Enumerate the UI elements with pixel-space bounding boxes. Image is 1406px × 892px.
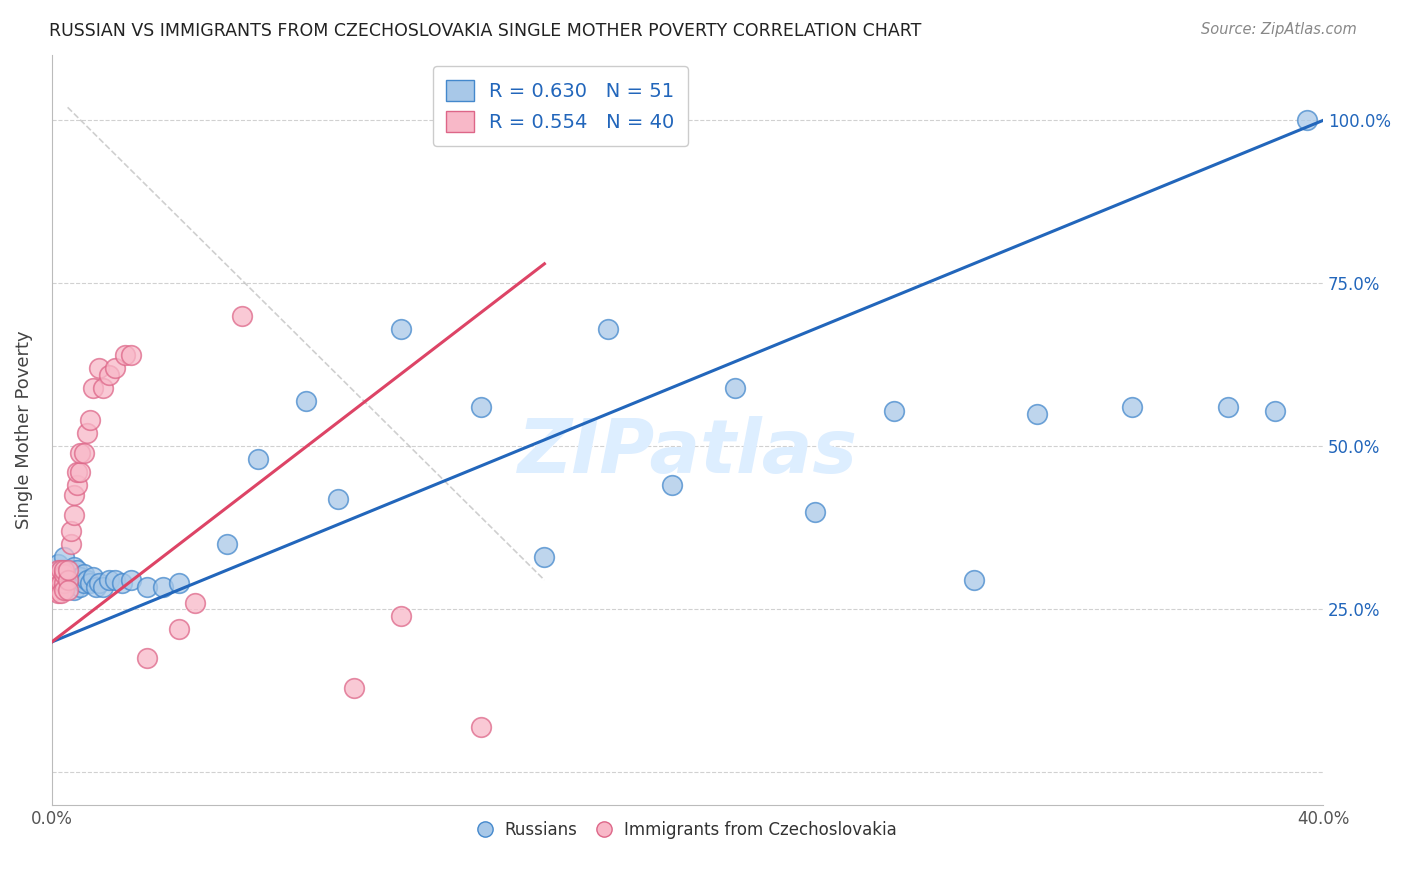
Point [111,576,134,591]
Point [661,478,683,492]
Point [326,491,349,506]
Point [82,570,104,584]
Point [59,576,82,591]
Point [114,348,136,362]
Point [59,537,82,551]
Point [56,573,79,587]
Point [66,563,89,577]
Point [72,576,94,591]
Point [389,608,412,623]
Point [66,573,89,587]
Point [44,573,66,587]
Point [59,563,82,577]
Point [120,573,142,587]
Point [44,566,66,581]
Point [46,563,69,577]
Point [724,381,747,395]
Point [51,563,73,577]
Text: ZIPatlas: ZIPatlas [517,416,858,489]
Point [69,446,91,460]
Point [104,573,127,587]
Point [89,361,111,376]
Point [63,582,86,597]
Point [231,309,253,323]
Point [51,563,73,577]
Point [962,573,984,587]
Point [470,401,492,415]
Point [44,582,66,597]
Point [59,524,82,538]
Point [53,573,76,587]
Point [56,573,79,587]
Text: RUSSIAN VS IMMIGRANTS FROM CZECHOSLOVAKIA SINGLE MOTHER POVERTY CORRELATION CHAR: RUSSIAN VS IMMIGRANTS FROM CZECHOSLOVAKI… [49,22,921,40]
Point [53,550,76,565]
Point [1026,407,1049,421]
Point [63,560,86,574]
Point [53,582,76,597]
Point [76,573,98,587]
Legend: Russians, Immigrants from Czechoslovakia: Russians, Immigrants from Czechoslovakia [471,814,904,846]
Point [883,403,905,417]
Point [1296,113,1319,128]
Point [97,573,120,587]
Point [66,478,89,492]
Point [72,566,94,581]
Point [46,573,69,587]
Point [69,580,91,594]
Point [136,580,159,594]
Point [76,426,98,441]
Point [1121,401,1143,415]
Point [247,452,270,467]
Point [51,576,73,591]
Point [167,622,190,636]
Point [66,466,89,480]
Point [69,466,91,480]
Point [63,508,86,522]
Point [167,576,190,591]
Point [470,720,492,734]
Point [389,322,412,336]
Point [53,563,76,577]
Point [79,413,101,427]
Point [84,580,107,594]
Point [215,537,238,551]
Point [136,651,159,665]
Point [46,557,69,571]
Point [596,322,619,336]
Point [89,576,111,591]
Point [51,586,73,600]
Point [72,446,94,460]
Point [533,550,555,565]
Point [51,573,73,587]
Text: Source: ZipAtlas.com: Source: ZipAtlas.com [1201,22,1357,37]
Point [56,563,79,577]
Point [1264,403,1286,417]
Point [343,681,366,695]
Point [53,563,76,577]
Y-axis label: Single Mother Poverty: Single Mother Poverty [15,331,32,529]
Point [69,570,91,584]
Point [184,596,207,610]
Point [152,580,174,594]
Point [56,582,79,597]
Point [63,488,86,502]
Point [120,348,142,362]
Point [56,563,79,577]
Point [91,580,114,594]
Point [97,368,120,382]
Point [295,393,318,408]
Point [104,361,127,376]
Point [803,505,825,519]
Point [46,586,69,600]
Point [46,570,69,584]
Point [91,381,114,395]
Point [1216,401,1239,415]
Point [82,381,104,395]
Point [53,566,76,581]
Point [53,576,76,591]
Point [79,576,101,591]
